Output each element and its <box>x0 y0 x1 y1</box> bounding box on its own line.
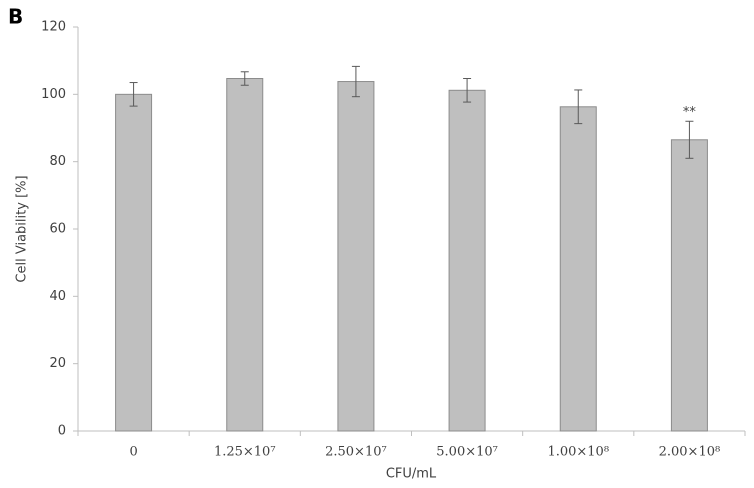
bar <box>115 93 153 432</box>
error-bar <box>463 78 472 103</box>
y-tick-label: 80 <box>49 154 66 169</box>
y-axis-title: Cell Viability [%] <box>15 175 30 282</box>
x-tick-label: 1.00×10⁸ <box>547 445 609 460</box>
y-tick-label: 40 <box>49 289 66 304</box>
x-axis-title: CFU/mL <box>386 467 437 482</box>
error-bar <box>129 82 138 107</box>
bar <box>337 81 375 432</box>
x-tick-label: 2.50×10⁷ <box>325 445 387 460</box>
significance-label: ** <box>683 105 697 120</box>
x-tick-label: 0 <box>129 445 137 460</box>
bar <box>448 89 486 432</box>
bar <box>670 139 708 432</box>
y-tick-label: 60 <box>49 222 66 237</box>
bar <box>226 78 264 432</box>
error-bar <box>574 89 583 125</box>
error-bar <box>351 65 360 98</box>
error-bar <box>240 71 249 86</box>
x-tick-label: 5.00×10⁷ <box>436 445 498 460</box>
panel-label: B <box>8 5 23 29</box>
error-bar <box>685 120 694 159</box>
y-tick-label: 100 <box>41 87 66 102</box>
y-tick-label: 20 <box>49 356 66 371</box>
bar <box>559 106 597 432</box>
y-tick-label: 120 <box>41 20 66 35</box>
y-tick-label: 0 <box>58 424 66 439</box>
x-tick-label: 1.25×10⁷ <box>214 445 276 460</box>
x-tick-label: 2.00×10⁸ <box>659 445 721 460</box>
